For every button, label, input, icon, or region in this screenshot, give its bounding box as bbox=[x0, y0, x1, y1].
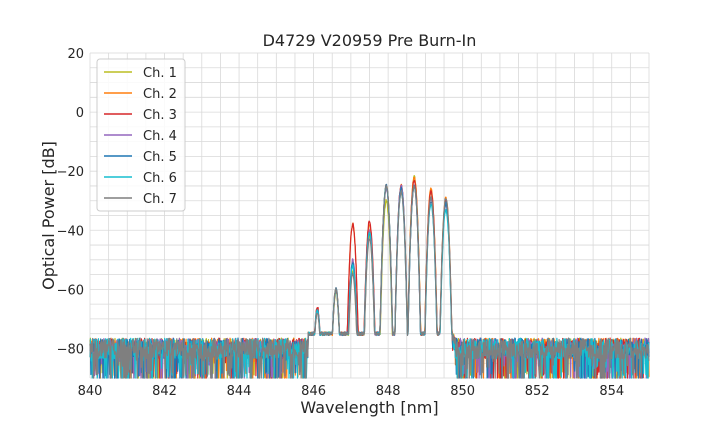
x-tick-label: 846 bbox=[301, 384, 326, 399]
legend-label: Ch. 6 bbox=[143, 171, 177, 186]
x-tick-label: 844 bbox=[227, 384, 252, 399]
y-tick-label: 20 bbox=[67, 47, 84, 62]
y-axis-label: Optical Power [dB] bbox=[39, 141, 58, 290]
tick-labels: 840 842 844 846 848 850 852 854 20 0 −20 −40 −60 −80 bbox=[57, 47, 625, 399]
series-layer bbox=[89, 175, 650, 379]
legend-label: Ch. 7 bbox=[143, 192, 177, 207]
x-tick-label: 850 bbox=[450, 384, 475, 399]
x-tick-label: 848 bbox=[376, 384, 401, 399]
legend-label: Ch. 3 bbox=[143, 108, 177, 123]
y-tick-label: 0 bbox=[76, 106, 84, 121]
legend-box bbox=[96, 58, 186, 212]
legend-label: Ch. 5 bbox=[143, 150, 177, 165]
chart-title: D4729 V20959 Pre Burn-In bbox=[263, 31, 477, 50]
legend-label: Ch. 4 bbox=[143, 129, 177, 144]
y-tick-label: −20 bbox=[57, 165, 84, 180]
y-tick-label: −60 bbox=[57, 283, 84, 298]
legend: Ch. 1 Ch. 2 Ch. 3 Ch. 4 Ch. 5 Ch. 6 Ch. 7 bbox=[96, 58, 186, 212]
legend-label: Ch. 2 bbox=[143, 87, 177, 102]
y-tick-label: −40 bbox=[57, 224, 84, 239]
y-tick-label: −80 bbox=[57, 342, 84, 357]
x-axis-label: Wavelength [nm] bbox=[300, 398, 438, 417]
legend-label: Ch. 1 bbox=[143, 66, 177, 81]
x-tick-label: 852 bbox=[525, 384, 550, 399]
series-line bbox=[89, 184, 650, 379]
x-tick-label: 840 bbox=[78, 384, 103, 399]
x-tick-label: 842 bbox=[152, 384, 177, 399]
x-tick-label: 854 bbox=[599, 384, 624, 399]
